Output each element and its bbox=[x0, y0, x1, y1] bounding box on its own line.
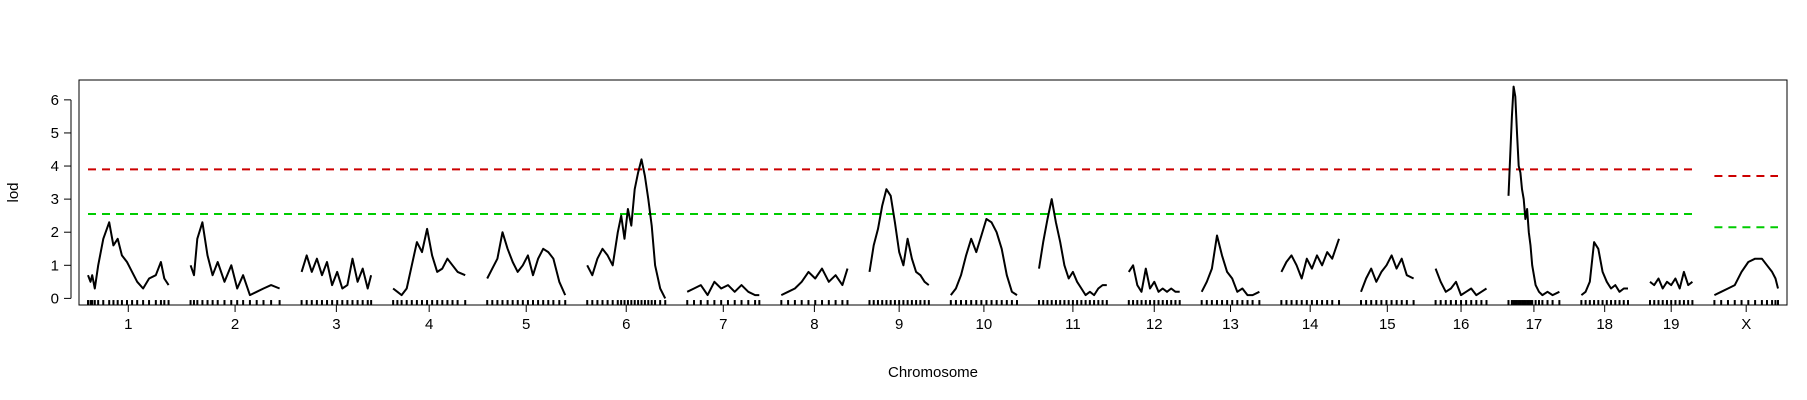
x-tick-label-chr-18: 18 bbox=[1596, 316, 1613, 333]
x-tick-label-chr-4: 4 bbox=[425, 316, 433, 333]
x-tick-label-chr-11: 11 bbox=[1065, 316, 1081, 333]
x-tick-label-chr-12: 12 bbox=[1146, 316, 1163, 333]
x-tick-label-chr-16: 16 bbox=[1453, 316, 1470, 333]
lod-curve-chr-5 bbox=[486, 231, 567, 296]
x-tick-label-chr-2: 2 bbox=[231, 316, 239, 333]
lod-curve-chr-13 bbox=[1200, 234, 1260, 297]
lod-curve-chr-9 bbox=[868, 188, 930, 286]
x-tick-label-chr-10: 10 bbox=[976, 316, 993, 333]
x-tick-label-chr-X: X bbox=[1741, 316, 1751, 333]
y-tick-label: 2 bbox=[51, 224, 59, 241]
x-tick-label-chr-17: 17 bbox=[1526, 316, 1543, 333]
y-axis-title: lod bbox=[5, 182, 22, 202]
lod-curve-chr-11 bbox=[1038, 198, 1107, 297]
lod-curve-chr-3 bbox=[300, 254, 373, 290]
lod-curve-chr-19 bbox=[1649, 270, 1694, 290]
x-tick-label-chr-6: 6 bbox=[622, 316, 630, 333]
x-tick-label-chr-13: 13 bbox=[1222, 316, 1239, 333]
y-tick-label: 3 bbox=[51, 191, 59, 208]
y-tick-label: 4 bbox=[51, 158, 59, 175]
y-tick-label: 0 bbox=[51, 290, 59, 307]
y-tick-label: 5 bbox=[51, 125, 59, 142]
lod-curve-chr-17 bbox=[1507, 85, 1560, 297]
lod-curve-chr-4 bbox=[392, 227, 466, 297]
lod-curve-chr-7 bbox=[686, 280, 760, 297]
lod-curve-chr-1 bbox=[87, 221, 170, 290]
plot-frame bbox=[78, 79, 1788, 306]
x-tick-label-chr-5: 5 bbox=[522, 316, 530, 333]
plot-area bbox=[87, 85, 1779, 305]
lod-curve-chr-16 bbox=[1434, 268, 1488, 297]
lod-curve-chr-2 bbox=[189, 221, 280, 297]
x-tick-label-chr-15: 15 bbox=[1379, 316, 1396, 333]
y-axis: 0 1 2 3 4 5 6 bbox=[51, 92, 72, 307]
lod-curve-chr-8 bbox=[780, 267, 849, 296]
lod-curve-chr-14 bbox=[1280, 238, 1340, 280]
lod-curve-chr-15 bbox=[1360, 254, 1415, 293]
x-tick-label-chr-1: 1 bbox=[124, 316, 132, 333]
x-tick-label-chr-14: 14 bbox=[1302, 316, 1319, 333]
x-axis-title: Chromosome bbox=[888, 364, 978, 381]
x-tick-label-chr-3: 3 bbox=[332, 316, 340, 333]
x-tick-label-chr-8: 8 bbox=[810, 316, 818, 333]
x-tick-label-chr-9: 9 bbox=[895, 316, 903, 333]
lod-curve-chr-X bbox=[1713, 257, 1779, 296]
y-tick-label: 1 bbox=[51, 257, 59, 274]
x-tick-label-chr-19: 19 bbox=[1663, 316, 1680, 333]
lod-curve-chr-10 bbox=[950, 218, 1018, 296]
lod-curve-chr-18 bbox=[1580, 241, 1628, 296]
lod-curve-chr-12 bbox=[1127, 264, 1180, 293]
x-tick-label-chr-7: 7 bbox=[719, 316, 727, 333]
lod-curve-chr-6 bbox=[586, 158, 667, 299]
y-tick-label: 6 bbox=[51, 92, 59, 109]
x-axis: 1 2 3 4 5 6 7 8 9 10 11 12 13 14 15 16 17 18 19 X bbox=[124, 305, 1751, 333]
